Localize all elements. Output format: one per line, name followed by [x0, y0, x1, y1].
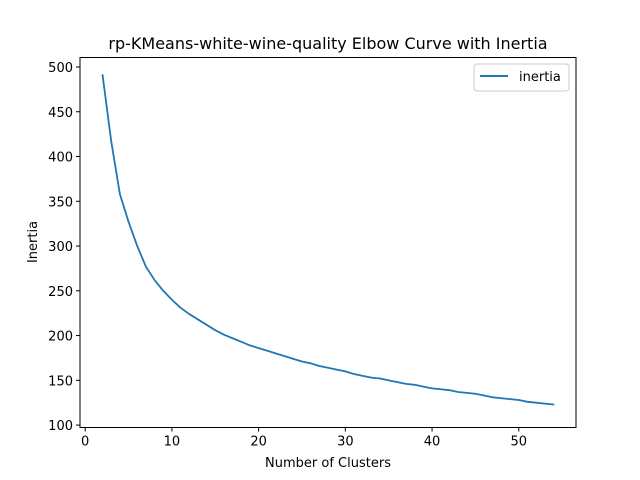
y-tick-label: 450 [48, 106, 73, 121]
x-axis-label: Number of Clusters [265, 456, 391, 471]
legend-box [473, 63, 570, 92]
y-tick-label: 150 [48, 374, 73, 389]
y-tick-label: 100 [48, 419, 73, 434]
legend: inertia [473, 63, 570, 92]
axes-frame [79, 57, 577, 428]
y-tick-label: 400 [48, 151, 73, 166]
legend-label-inertia: inertia [519, 70, 561, 85]
y-tick-label: 500 [48, 61, 73, 76]
series-line-inertia [101, 74, 555, 406]
y-tick-label: 200 [48, 330, 73, 345]
y-tick-label: 250 [48, 285, 73, 300]
x-tick-label: 50 [510, 435, 527, 450]
x-tick-label: 40 [424, 435, 441, 450]
x-tick-label: 0 [81, 435, 89, 450]
x-tick-label: 10 [164, 435, 181, 450]
y-tick-label: 300 [48, 240, 73, 255]
x-tick-label: 20 [250, 435, 267, 450]
x-tick-label: 30 [337, 435, 354, 450]
y-axis-label: Inertia [26, 221, 41, 263]
chart-title: rp-KMeans-white-wine-quality Elbow Curve… [108, 34, 547, 53]
y-tick-label: 350 [48, 195, 73, 210]
